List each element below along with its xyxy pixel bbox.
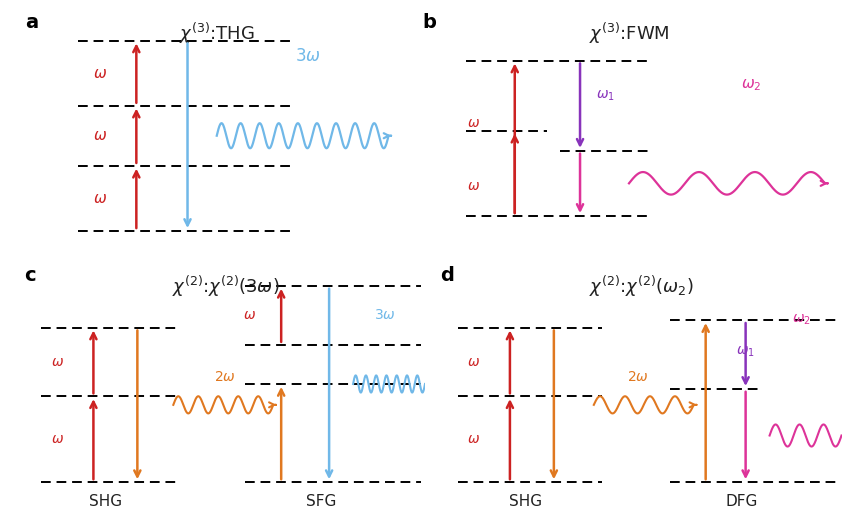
Text: $\omega$: $\omega$ [243, 309, 256, 322]
Text: $\omega$: $\omega$ [468, 432, 480, 446]
Text: $\omega_2$: $\omega_2$ [741, 78, 762, 93]
Text: $2\omega$: $2\omega$ [626, 370, 649, 384]
Text: $3\omega$: $3\omega$ [295, 46, 321, 65]
Text: $\chi^{(2)}$:$\chi^{(2)}(3\omega)$: $\chi^{(2)}$:$\chi^{(2)}(3\omega)$ [172, 274, 279, 299]
Text: DFG: DFG [725, 494, 758, 509]
Text: $\omega_1$: $\omega_1$ [597, 88, 615, 103]
Text: SFG: SFG [306, 494, 337, 509]
Text: $\omega_1$: $\omega_1$ [736, 345, 755, 359]
Text: $\omega$: $\omega$ [51, 432, 64, 446]
Text: $\omega$: $\omega$ [468, 355, 480, 369]
Text: $\chi^{(3)}$:THG: $\chi^{(3)}$:THG [178, 20, 255, 45]
Text: $\omega$: $\omega$ [51, 355, 64, 369]
Text: $\omega$: $\omega$ [93, 128, 107, 143]
Text: a: a [26, 13, 38, 32]
Text: SHG: SHG [509, 494, 542, 509]
Text: $\omega$: $\omega$ [468, 179, 480, 193]
Text: $\chi^{(2)}$:$\chi^{(2)}(\omega_2)$: $\chi^{(2)}$:$\chi^{(2)}(\omega_2)$ [589, 274, 694, 299]
Text: $\omega$: $\omega$ [93, 191, 107, 206]
Text: $2\omega$: $2\omega$ [214, 370, 236, 384]
Text: $\omega$: $\omega$ [93, 66, 107, 80]
Text: $3\omega$: $3\omega$ [374, 309, 396, 322]
Text: $\chi^{(3)}$:FWM: $\chi^{(3)}$:FWM [589, 20, 669, 45]
Text: SHG: SHG [89, 494, 122, 509]
Text: $\omega$: $\omega$ [468, 116, 480, 130]
Text: b: b [422, 13, 436, 32]
Text: $\omega_2$: $\omega_2$ [792, 313, 811, 327]
Text: c: c [24, 266, 36, 285]
Text: d: d [440, 266, 454, 285]
